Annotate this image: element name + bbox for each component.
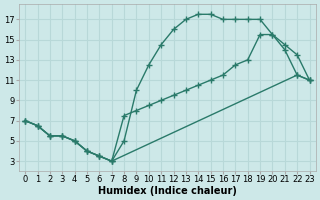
X-axis label: Humidex (Indice chaleur): Humidex (Indice chaleur) <box>98 186 237 196</box>
